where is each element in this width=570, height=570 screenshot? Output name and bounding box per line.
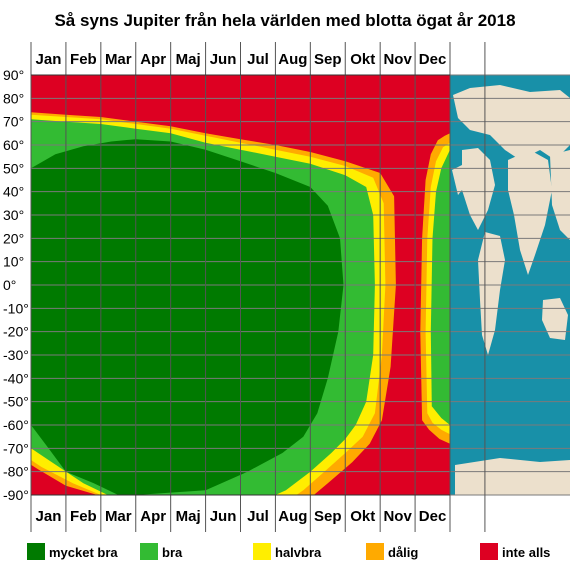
month-label-top: Jul [247,51,269,68]
lat-tick-label: 0° [3,277,16,293]
month-label-bottom: Apr [140,508,166,525]
lat-tick-label: -20° [3,324,29,340]
month-label-bottom: Sep [314,508,342,525]
month-label-bottom: Jul [247,508,269,525]
legend: mycket bra bra halvbra dålig inte alls [27,543,550,560]
legend-swatch-bra [140,543,158,560]
lat-tick-label: 20° [3,230,24,246]
lat-tick-label: 40° [3,184,24,200]
lat-tick-label: -80° [3,464,29,480]
month-label-top: Aug [278,51,307,68]
grid [30,42,570,532]
legend-swatch-halvbra [253,543,271,560]
month-label-top: Mar [105,51,132,68]
month-label-top: Okt [350,51,375,68]
land-shape-6 [455,458,570,495]
legend-label-halvbra: halvbra [275,545,322,560]
lat-tick-label: 10° [3,254,24,270]
month-label-top: Jan [36,51,62,68]
month-label-bottom: Aug [278,508,307,525]
month-label-top: Feb [70,51,97,68]
month-label-bottom: Nov [383,508,412,525]
lat-tick-label: -60° [3,417,29,433]
month-label-bottom: Feb [70,508,97,525]
lat-tick-label: -30° [3,347,29,363]
month-label-top: Apr [140,51,166,68]
month-label-top: Dec [419,51,447,68]
month-label-top: Sep [314,51,342,68]
legend-label-bra: bra [162,545,183,560]
legend-swatch-mycket-bra [27,543,45,560]
band-bra-december [430,149,450,425]
legend-label-dalig: dålig [388,545,418,560]
lat-tick-label: -70° [3,440,29,456]
land-shape-7 [452,165,466,195]
month-label-top: Jun [210,51,237,68]
lat-tick-label: 70° [3,114,24,130]
land-shape-4 [550,150,570,240]
lat-tick-label: -10° [3,300,29,316]
legend-swatch-dalig [366,543,384,560]
legend-label-inte-alls: inte alls [502,545,550,560]
month-label-bottom: Jun [210,508,237,525]
lat-tick-label: 90° [3,67,24,83]
lat-tick-label: -90° [3,487,29,503]
month-label-top: Nov [383,51,412,68]
month-label-top: Maj [176,51,201,68]
month-label-bottom: Dec [419,508,447,525]
lat-tick-label: 30° [3,207,24,223]
axis-labels: Jan Jan Feb Feb Mar Mar Apr Apr Maj Maj Jun Jun Jul J… [3,51,446,525]
lat-tick-label: 60° [3,137,24,153]
legend-label-mycket-bra: mycket bra [49,545,118,560]
land-shape-3 [508,150,552,275]
lat-tick-label: 80° [3,90,24,106]
month-label-bottom: Okt [350,508,375,525]
month-label-bottom: Mar [105,508,132,525]
band-mycket-bra [31,139,344,495]
legend-swatch-inte-alls [480,543,498,560]
month-label-bottom: Maj [176,508,201,525]
chart-title: Så syns Jupiter från hela världen med bl… [54,11,515,30]
lat-tick-label: -50° [3,394,29,410]
month-label-bottom: Jan [36,508,62,525]
lat-tick-label: 50° [3,160,24,176]
lat-tick-label: -40° [3,370,29,386]
land-shape-0 [453,85,570,160]
